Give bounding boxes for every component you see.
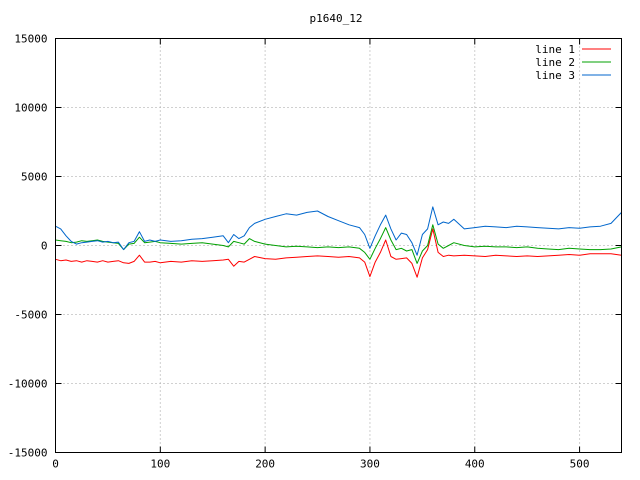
y-tick-label: -15000 [8,447,48,460]
x-axis-tick-labels: 0 100 200 300 400 500 [52,458,589,471]
grid [55,38,622,453]
x-tick-label: 100 [150,458,170,471]
legend-label-series-2: line 2 [535,56,575,69]
chart-title: p1640_12 [310,12,363,25]
y-tick-label: 10000 [14,102,47,115]
series-layer [55,206,622,278]
x-tick-label: 500 [570,458,590,471]
x-tick-label: 400 [465,458,485,471]
x-tick-label: 300 [360,458,380,471]
y-axis-tick-labels: -15000 -10000 -5000 0 5000 10000 15000 [8,33,48,460]
x-tick-label: 200 [255,458,275,471]
axis-ticks [55,38,622,453]
series-1-line [55,228,622,278]
y-tick-label: 15000 [14,33,47,46]
y-tick-label: -5000 [14,309,47,322]
x-tick-label: 0 [52,458,59,471]
legend-label-series-3: line 3 [535,69,575,82]
y-tick-label: 5000 [21,171,48,184]
y-tick-label: -10000 [8,378,48,391]
y-tick-label: 0 [41,240,48,253]
legend-label-series-1: line 1 [535,43,575,56]
series-3-line [55,206,622,256]
